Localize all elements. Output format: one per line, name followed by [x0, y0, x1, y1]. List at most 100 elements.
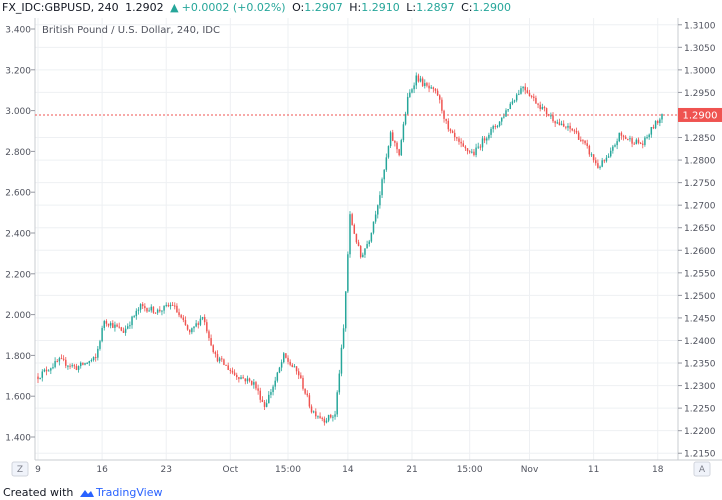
high-value: 1.2910 [361, 1, 400, 14]
candle-body [43, 369, 46, 372]
candle-body [65, 359, 67, 366]
candle-body [67, 365, 69, 367]
candle-body [285, 353, 287, 358]
candle-body [631, 138, 633, 144]
candle-body [372, 221, 375, 233]
candle-body [274, 380, 276, 387]
candle-body [415, 75, 417, 86]
candle-body [152, 306, 155, 313]
candle-body [421, 78, 424, 86]
candle-body [364, 248, 366, 255]
candle-body [344, 291, 347, 329]
candle-body [312, 411, 315, 413]
candle-body [411, 89, 413, 93]
candle-body [101, 327, 103, 342]
candle-body [255, 382, 257, 389]
candle-body [174, 305, 176, 307]
candle-body [263, 401, 266, 407]
candle-body [291, 364, 294, 368]
candle-body [182, 317, 185, 321]
left-tick-label: 2.400 [5, 230, 31, 240]
candle-body [300, 375, 302, 378]
zoom-reset-button[interactable] [11, 461, 29, 477]
candle-body [201, 317, 204, 319]
candle-body [210, 338, 212, 346]
candle-body [565, 126, 567, 128]
candle-body [188, 329, 191, 333]
candle-body [599, 166, 601, 168]
candle-body [456, 137, 458, 139]
candle-body [62, 358, 65, 360]
open-value: 1.2907 [304, 1, 343, 14]
auto-scale-label: A [699, 465, 706, 475]
tradingview-logo-icon [80, 490, 94, 497]
candle-body [413, 85, 415, 90]
tradingview-link[interactable]: TradingView [96, 486, 163, 499]
candle-body [127, 326, 129, 329]
candle-body [116, 324, 118, 327]
candle-body [496, 125, 499, 127]
candle-body [642, 143, 644, 145]
candle-body [509, 103, 512, 110]
candle-body [466, 148, 469, 152]
candle-body [195, 323, 197, 327]
candle-body [310, 406, 313, 413]
candle-body [539, 104, 541, 110]
right-tick-label: 1.2700 [684, 202, 716, 212]
candle-body [242, 377, 244, 379]
candle-body [607, 156, 610, 158]
candle-body [366, 244, 368, 249]
candle-body [571, 128, 573, 131]
candle-body [133, 316, 135, 318]
time-axis-label: 11 [588, 465, 599, 475]
candle-body [629, 138, 631, 140]
candle-body [109, 323, 112, 326]
candle-body [54, 361, 56, 368]
candle-body [103, 321, 105, 328]
open-label: O: [292, 1, 305, 14]
time-axis-label: 21 [406, 465, 417, 475]
candle-body [445, 118, 447, 121]
candle-body [135, 310, 138, 317]
candle-body [171, 304, 174, 306]
price-chart[interactable]: British Pound / U.S. Dollar, 240, IDC 3.… [0, 18, 722, 482]
right-axis[interactable]: 1.3100 1.3050 1.3000 1.2950 1.2850 1.2800 1.27… [678, 21, 716, 460]
symbol-name[interactable]: FX_IDC:GBPUSD, 240 [2, 1, 119, 14]
right-tick-label: 1.2800 [684, 157, 716, 167]
candle-body [47, 370, 50, 372]
candle-body [490, 128, 492, 135]
candle-body [261, 399, 264, 402]
candle-body [359, 245, 362, 258]
candle-body [505, 110, 507, 117]
candle-body [246, 378, 249, 382]
candle-body [327, 414, 330, 421]
candle-body [507, 109, 509, 111]
candle-body [488, 134, 490, 139]
candle-body [86, 362, 88, 364]
candle-body [498, 121, 501, 126]
candle-body [206, 322, 208, 332]
candle-body [141, 304, 144, 307]
candle-body [580, 139, 582, 141]
candle-body [73, 365, 76, 367]
candle-body [575, 130, 578, 133]
candle-body [387, 146, 390, 158]
right-tick-label: 1.2500 [684, 292, 716, 302]
candle-body [321, 417, 323, 419]
candle-body [473, 151, 475, 156]
auto-scale-button[interactable] [693, 461, 711, 477]
candle-body [253, 382, 255, 385]
low-label: L: [406, 1, 417, 14]
candle-body [432, 87, 435, 89]
candle-body [612, 146, 614, 151]
candle-body [526, 90, 529, 93]
candle-body [287, 357, 289, 362]
candle-body [223, 359, 225, 365]
right-tick-label: 1.2550 [684, 269, 716, 279]
candle-body [144, 306, 146, 309]
candle-body [278, 367, 281, 373]
candle-body [586, 143, 588, 146]
candle-body [56, 361, 58, 363]
candle-body [351, 214, 353, 225]
time-axis[interactable]: 9 16 23 Oct 15:00 14 21 15:00 Nov 11 18 [35, 465, 664, 475]
